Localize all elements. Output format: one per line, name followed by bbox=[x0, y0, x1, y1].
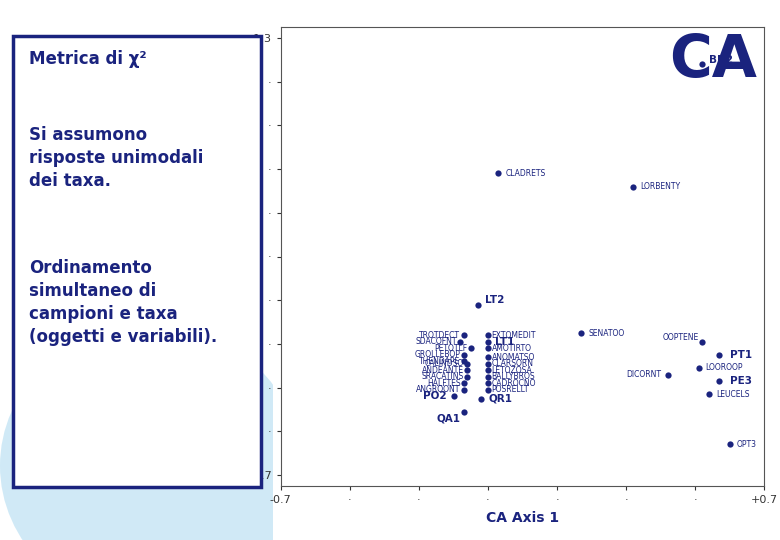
Text: ANDEANTE: ANDEANTE bbox=[422, 366, 464, 375]
Text: POSRELLT: POSRELLT bbox=[491, 386, 529, 394]
Text: SRACATINS: SRACATINS bbox=[422, 372, 464, 381]
Text: AMOTIRTO: AMOTIRTO bbox=[491, 344, 531, 353]
Text: LETOZOSA: LETOZOSA bbox=[491, 366, 532, 375]
Text: ANOMATSO: ANOMATSO bbox=[491, 353, 535, 362]
Text: OOPTENE: OOPTENE bbox=[662, 333, 699, 342]
Text: EXTOMEDIT: EXTOMEDIT bbox=[491, 330, 536, 340]
Text: TROTDECT: TROTDECT bbox=[420, 330, 460, 340]
Text: CLARSORN: CLARSORN bbox=[491, 359, 534, 368]
Text: OPT3: OPT3 bbox=[737, 440, 757, 449]
Text: BALLYBROS: BALLYBROS bbox=[491, 372, 535, 381]
Text: CADROCNO: CADROCNO bbox=[491, 379, 536, 388]
Text: SENATOO: SENATOO bbox=[588, 328, 625, 338]
X-axis label: CA Axis 1: CA Axis 1 bbox=[486, 511, 559, 524]
Y-axis label: CA Axis 2: CA Axis 2 bbox=[229, 227, 239, 286]
Text: LT2: LT2 bbox=[484, 295, 504, 305]
Text: LEUCELS: LEUCELS bbox=[716, 390, 750, 399]
Text: DICORNT: DICORNT bbox=[626, 370, 661, 379]
Text: PE3: PE3 bbox=[730, 376, 752, 386]
FancyBboxPatch shape bbox=[13, 36, 261, 487]
Text: THENDAPE: THENDAPE bbox=[419, 357, 460, 366]
Text: BN2: BN2 bbox=[709, 55, 733, 65]
Text: LORBENTY: LORBENTY bbox=[640, 182, 680, 191]
Text: Metrica di χ²: Metrica di χ² bbox=[29, 50, 147, 68]
Text: CALINDSO: CALINDSO bbox=[424, 359, 464, 368]
Text: PETOTLF: PETOTLF bbox=[434, 344, 467, 353]
Text: CA: CA bbox=[668, 32, 757, 90]
Text: CLADRETS: CLADRETS bbox=[505, 169, 545, 178]
Text: Ordinamento
simultaneo di
campioni e taxa
(oggetti e variabili).: Ordinamento simultaneo di campioni e tax… bbox=[29, 259, 217, 346]
Text: GROLLEBOP: GROLLEBOP bbox=[414, 350, 460, 359]
Text: QA1: QA1 bbox=[437, 413, 460, 423]
Text: ANGROONT: ANGROONT bbox=[416, 386, 460, 394]
Text: HALFTES: HALFTES bbox=[427, 379, 460, 388]
Text: PO2: PO2 bbox=[423, 392, 447, 401]
Text: QR1: QR1 bbox=[488, 394, 512, 403]
Text: Si assumono
risposte unimodali
dei taxa.: Si assumono risposte unimodali dei taxa. bbox=[29, 126, 203, 190]
Text: PT1: PT1 bbox=[730, 350, 752, 360]
Ellipse shape bbox=[0, 325, 300, 540]
Text: LOOROOP: LOOROOP bbox=[706, 363, 743, 373]
Text: LT1: LT1 bbox=[495, 337, 514, 347]
Text: SDACOFNT: SDACOFNT bbox=[416, 338, 457, 346]
